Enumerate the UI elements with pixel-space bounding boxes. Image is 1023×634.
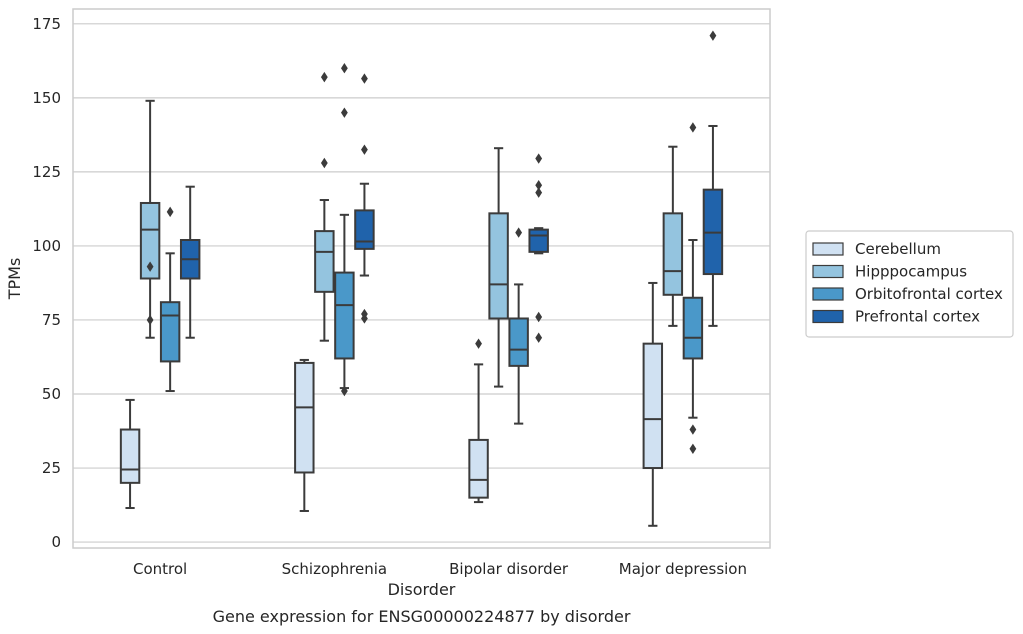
- box-orbitofrontal-cortex: [682, 122, 704, 454]
- box-orbitofrontal-cortex: [334, 63, 355, 397]
- y-axis-ticks: 0 25 50 75 100 125 150 175: [32, 15, 61, 551]
- box-body: [468, 438, 489, 499]
- plot-area: [119, 30, 724, 527]
- box-cerebellum: [294, 358, 315, 512]
- box-body: [354, 209, 375, 250]
- outlier-point: [689, 122, 697, 133]
- box-body: [294, 361, 315, 474]
- y-tick-label: 0: [51, 533, 61, 551]
- x-tick-label: Schizophrenia: [282, 560, 387, 578]
- legend-label: Orbitofrontal cortex: [855, 285, 1003, 303]
- outlier-point: [340, 63, 348, 74]
- outlier-point: [166, 206, 174, 218]
- outlier-point: [146, 314, 154, 326]
- box-body: [682, 296, 704, 360]
- box-hipppocampus: [139, 99, 161, 339]
- box-body: [119, 428, 141, 484]
- box-cerebellum: [642, 281, 664, 527]
- outlier-point: [515, 227, 523, 238]
- outlier-point: [709, 30, 717, 41]
- legend-swatch: [812, 242, 844, 256]
- y-tick-label: 25: [42, 459, 61, 477]
- plot-frame: [72, 8, 771, 549]
- box-body: [314, 230, 335, 293]
- outlier-point: [320, 71, 328, 83]
- outlier-point: [361, 144, 368, 155]
- box-hipppocampus: [314, 71, 335, 342]
- x-axis-ticks: Control Schizophrenia Bipolar disorder Majo…: [133, 560, 747, 578]
- outlier-point: [146, 261, 154, 272]
- legend-swatch: [812, 264, 844, 279]
- legend-label: Cerebellum: [855, 240, 941, 258]
- box-orbitofrontal-cortex: [508, 227, 529, 425]
- box-cerebellum: [468, 338, 489, 504]
- box-cerebellum: [119, 398, 141, 510]
- y-tick-label: 50: [42, 385, 61, 403]
- box-prefrontal-cortex: [528, 153, 549, 343]
- outlier-point: [535, 332, 543, 343]
- x-axis-label: Disorder: [388, 580, 456, 599]
- outlier-point: [340, 107, 348, 118]
- box-body: [642, 342, 664, 470]
- outlier-point: [535, 311, 543, 323]
- box-hipppocampus: [488, 147, 509, 388]
- box-body: [508, 317, 529, 367]
- box-prefrontal-cortex: [702, 30, 724, 327]
- legend: Cerebellum Hipppocampus Orbitofrontal cort…: [805, 230, 1014, 338]
- box-body: [139, 201, 161, 280]
- box-body: [662, 212, 684, 296]
- outlier-point: [535, 180, 543, 191]
- legend-frame: [805, 230, 1014, 338]
- box-orbitofrontal-cortex: [159, 206, 181, 393]
- outlier-point: [361, 308, 368, 320]
- legend-label: Hipppocampus: [855, 263, 967, 281]
- y-tick-label: 150: [32, 89, 61, 107]
- x-tick-label: Control: [133, 560, 187, 578]
- outlier-point: [361, 73, 368, 84]
- chart-caption: Gene expression for ENSG00000224877 by d…: [213, 607, 631, 626]
- outlier-point: [535, 187, 543, 198]
- legend-swatch: [812, 309, 844, 324]
- x-tick-label: Major depression: [619, 560, 747, 578]
- legend-swatch: [812, 287, 844, 301]
- box-body: [528, 228, 549, 253]
- outlier-point: [475, 338, 482, 349]
- box-prefrontal-cortex: [179, 185, 201, 339]
- y-tick-label: 75: [42, 311, 61, 329]
- y-tick-label: 100: [32, 237, 61, 255]
- y-tick-label: 175: [32, 15, 61, 33]
- box-body: [488, 212, 509, 320]
- x-tick-label: Bipolar disorder: [449, 560, 569, 578]
- outlier-point: [535, 153, 543, 164]
- box-body: [334, 271, 355, 360]
- outlier-point: [689, 424, 697, 435]
- outlier-point: [340, 385, 348, 397]
- y-axis-label: TPMs: [5, 258, 24, 301]
- outlier-point: [689, 443, 697, 454]
- legend-label: Prefrontal cortex: [855, 308, 980, 326]
- y-tick-label: 125: [32, 163, 61, 181]
- box-prefrontal-cortex: [354, 73, 375, 324]
- box-body: [159, 301, 181, 363]
- outlier-point: [320, 157, 328, 169]
- box-hipppocampus: [662, 145, 684, 327]
